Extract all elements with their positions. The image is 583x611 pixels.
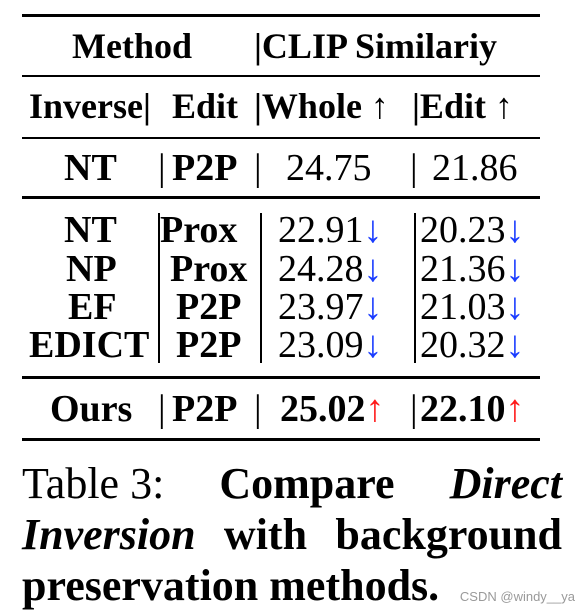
baseline-edit-value: 21.86 xyxy=(432,147,518,189)
section-rule-2 xyxy=(22,376,540,379)
row-whole: 24.28↓ xyxy=(278,248,383,290)
row-edit-value: 20.23↓ xyxy=(420,209,525,251)
watermark-text: CSDN @windy__ya xyxy=(459,589,575,604)
arrow-down-icon: ↓ xyxy=(363,324,383,366)
arrow-down-icon: ↓ xyxy=(363,209,383,251)
row-edit: P2P xyxy=(176,324,242,366)
header-whole: |Whole ↑ xyxy=(254,86,389,126)
section-rule-1 xyxy=(22,196,540,199)
bottom-rule xyxy=(22,438,540,441)
ours-bar: | xyxy=(254,388,262,430)
arrow-up-icon: ↑ xyxy=(505,388,525,430)
header-rule-1 xyxy=(22,75,540,77)
caption-word-compare: Compare xyxy=(219,459,395,508)
row-edit-value: 21.03↓ xyxy=(420,286,525,328)
arrow-down-icon: ↓ xyxy=(505,248,525,290)
header-clip-similarity: |CLIP Similariy xyxy=(254,26,497,66)
column-divider-inverse xyxy=(158,213,160,363)
row-inverse: NP xyxy=(66,248,117,290)
caption-line-2: Inversion with background xyxy=(22,509,562,560)
caption-word-direct: Direct xyxy=(449,459,562,508)
header-method: Method xyxy=(72,26,192,66)
row-whole: 23.09↓ xyxy=(278,324,383,366)
row-edit-value: 21.36↓ xyxy=(420,248,525,290)
top-rule xyxy=(22,14,540,17)
header-edit-score: |Edit ↑ xyxy=(412,86,513,126)
baseline-inverse: NT xyxy=(64,147,117,189)
arrow-down-icon: ↓ xyxy=(505,286,525,328)
arrow-down-icon: ↓ xyxy=(363,286,383,328)
column-divider-edit xyxy=(260,213,262,363)
row-inverse: EF xyxy=(68,286,117,328)
header-rule-2 xyxy=(22,137,540,139)
caption-word-inversion: Inversion xyxy=(22,510,196,559)
ours-inverse: Ours xyxy=(50,388,133,430)
ours-separator: | xyxy=(158,388,166,430)
row-edit: Prox xyxy=(170,248,248,290)
arrow-up-icon: ↑ xyxy=(365,388,385,430)
row-inverse: EDICT xyxy=(29,324,150,366)
baseline-bar: | xyxy=(254,147,262,189)
ours-bar-2: | xyxy=(410,388,418,430)
caption-word-background: background xyxy=(335,510,562,559)
baseline-separator: | xyxy=(158,147,166,189)
header-edit: Edit xyxy=(172,86,239,126)
caption-line-3: preservation methods. xyxy=(22,561,440,610)
arrow-down-icon: ↓ xyxy=(505,324,525,366)
row-inverse: NT xyxy=(64,209,117,251)
baseline-bar-2: | xyxy=(410,147,418,189)
baseline-whole: 24.75 xyxy=(286,147,372,189)
arrow-down-icon: ↓ xyxy=(363,248,383,290)
row-whole: 22.91↓ xyxy=(278,209,383,251)
row-whole: 23.97↓ xyxy=(278,286,383,328)
ours-edit: P2P xyxy=(172,388,238,430)
table-caption: Table 3: Compare Direct Inversion with b… xyxy=(22,458,562,611)
column-divider-whole xyxy=(414,213,416,363)
row-edit: P2P xyxy=(176,286,242,328)
arrow-down-icon: ↓ xyxy=(505,209,525,251)
caption-line-1: Table 3: Compare Direct xyxy=(22,458,562,509)
baseline-edit: P2P xyxy=(172,147,238,189)
row-edit-value: 20.32↓ xyxy=(420,324,525,366)
caption-label: Table 3: xyxy=(22,459,165,508)
ours-whole: 25.02↑ xyxy=(280,388,385,430)
row-edit: Prox xyxy=(160,209,238,251)
caption-word-with: with xyxy=(223,510,308,559)
header-inverse: Inverse| xyxy=(29,86,151,126)
ours-edit-value: 22.10↑ xyxy=(420,388,525,430)
